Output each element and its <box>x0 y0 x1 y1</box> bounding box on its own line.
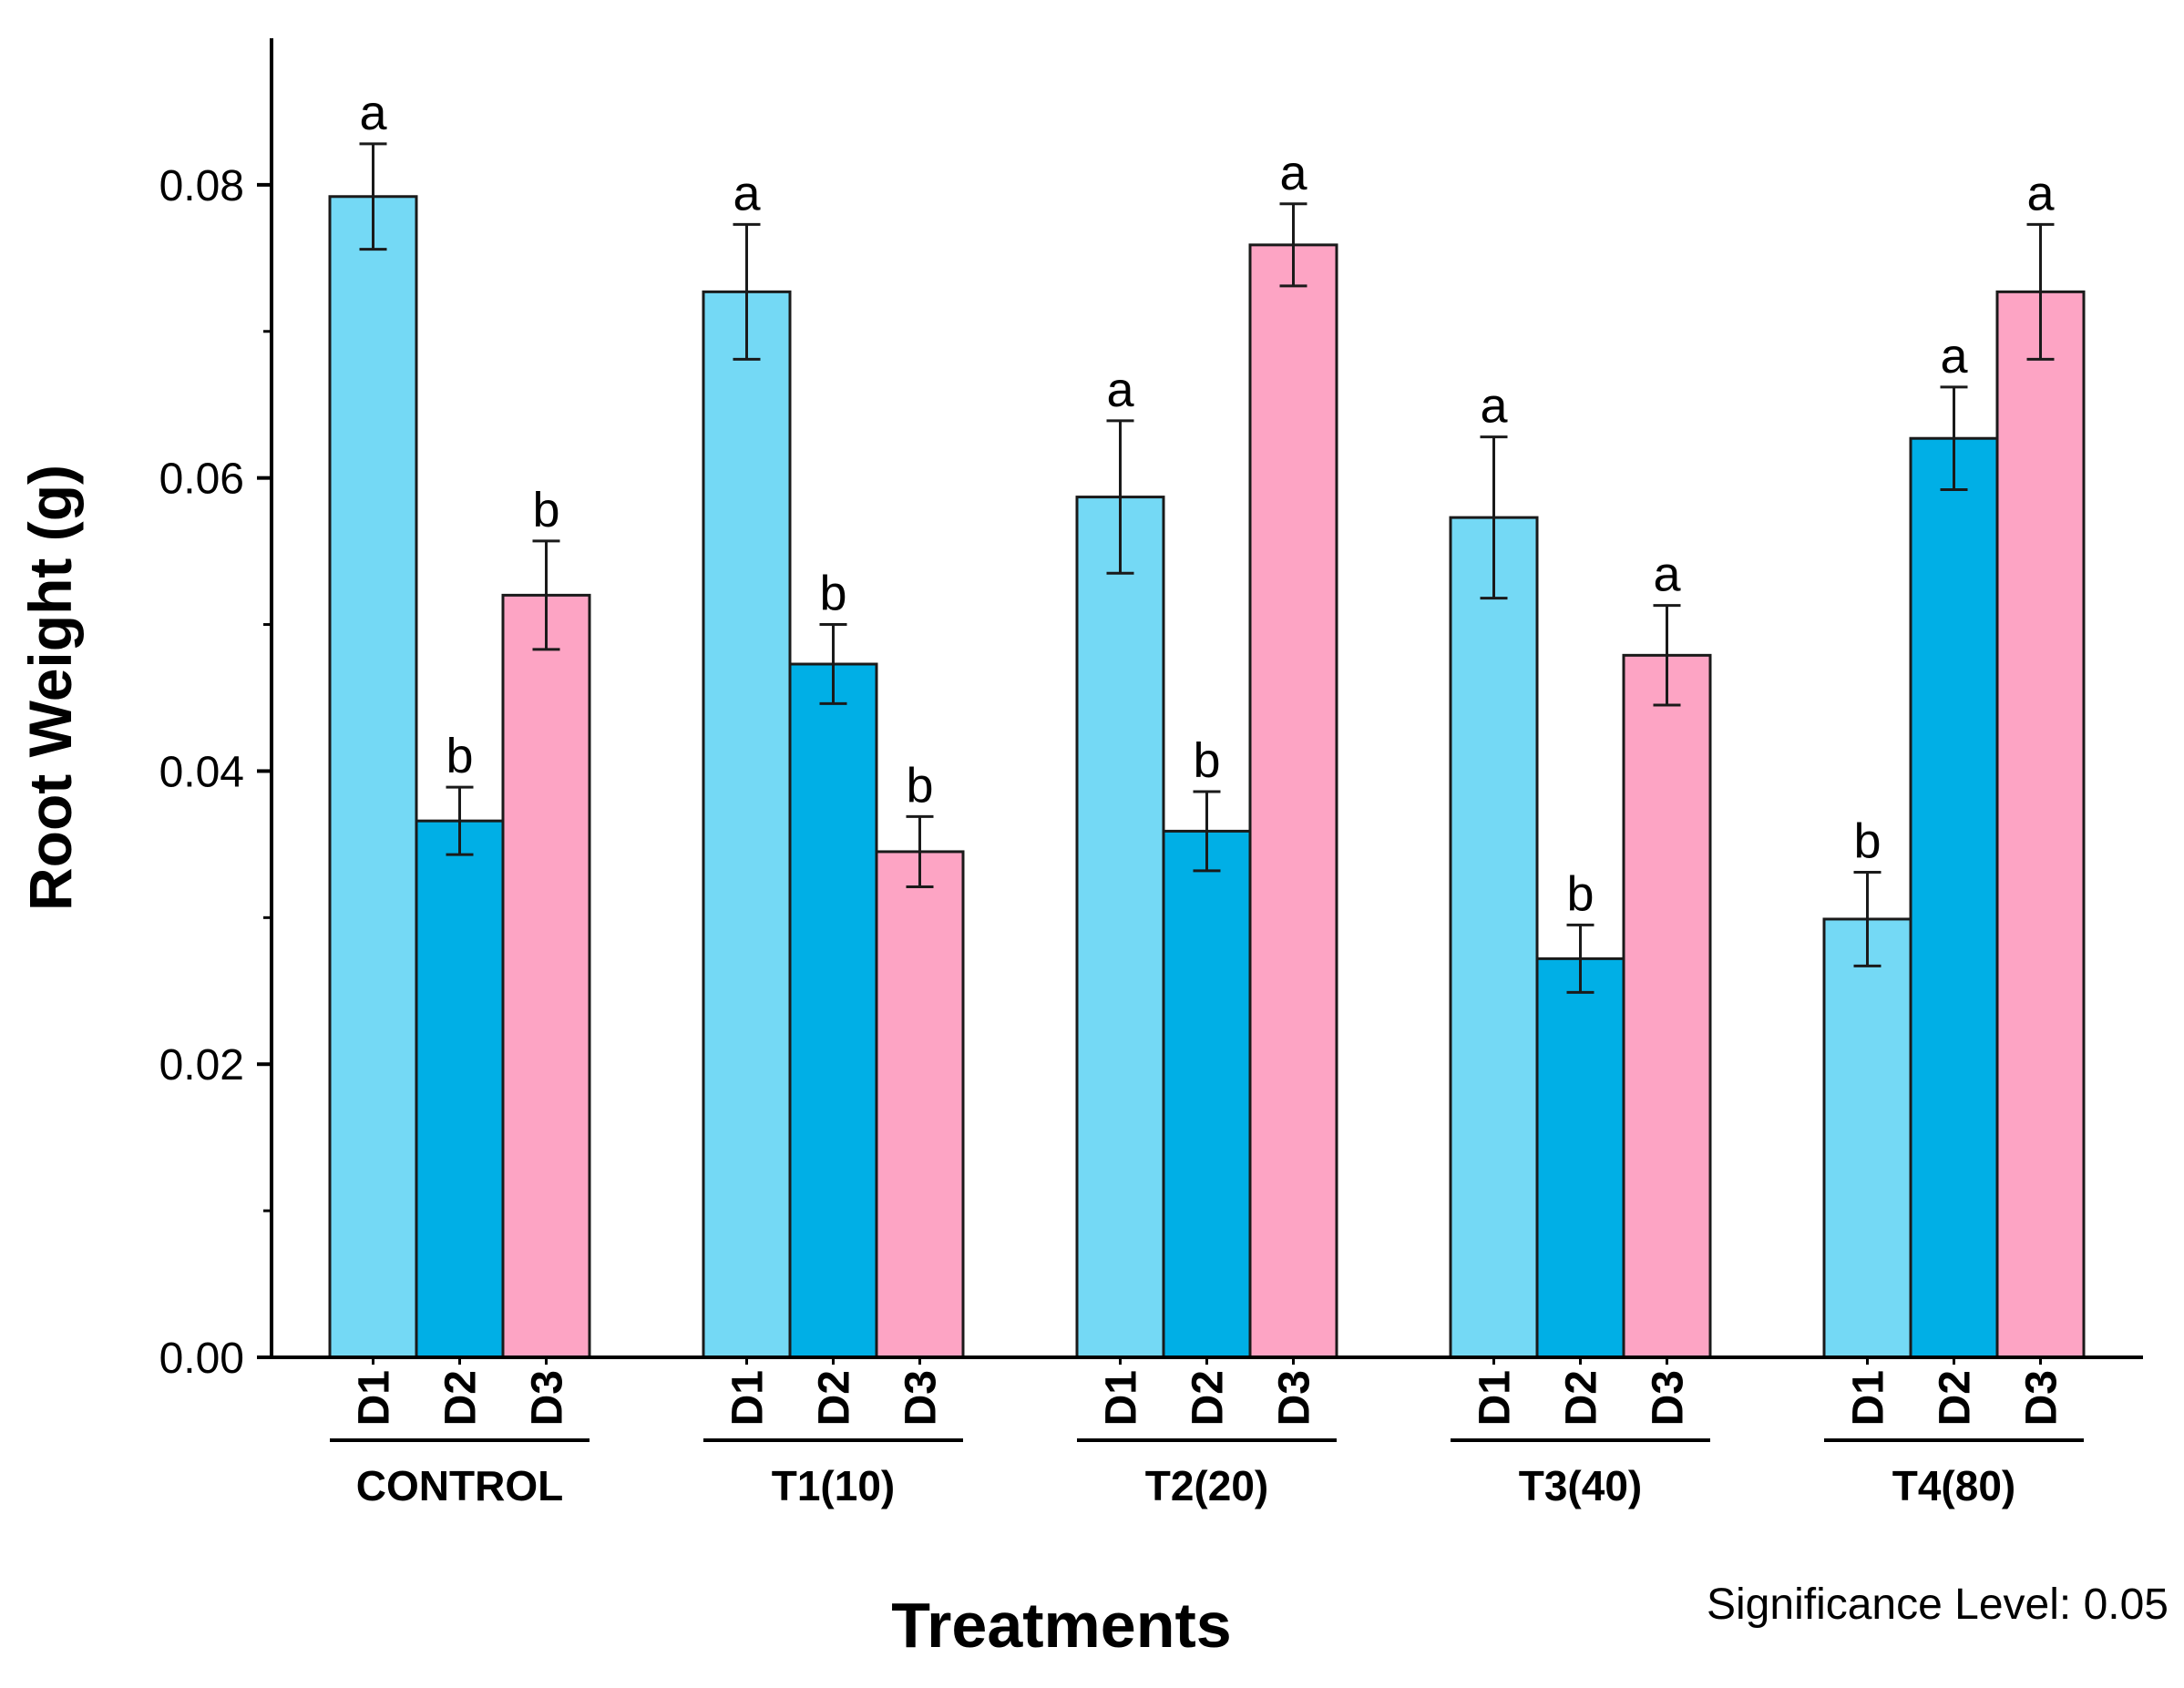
error-bar <box>359 142 387 251</box>
y-tick-label: 0.04 <box>159 748 244 796</box>
error-bar <box>906 814 934 889</box>
significance-letter: b <box>532 483 559 537</box>
significance-letter: b <box>446 729 473 783</box>
x-subcategory-label: D2 <box>811 1370 859 1426</box>
bars-layer <box>328 195 2086 1359</box>
bar-d3-4 <box>1995 290 2086 1359</box>
bar-d3-2 <box>1248 243 1338 1359</box>
error-bar <box>1940 385 1968 492</box>
x-axis-title: Treatments <box>891 1590 1231 1661</box>
y-tick-label: 0.00 <box>159 1335 244 1383</box>
error-bar <box>2026 222 2055 361</box>
x-subcategory-label: D2 <box>1558 1370 1606 1426</box>
x-subcategory-label: D1 <box>1845 1370 1893 1426</box>
bar-d3-3 <box>1622 653 1712 1359</box>
error-bar <box>819 623 847 705</box>
y-axis-title: Root Weight (g) <box>16 465 84 911</box>
error-bar <box>1480 435 1508 600</box>
significance-letter: a <box>733 166 761 220</box>
y-tick-label: 0.06 <box>159 455 244 504</box>
error-bars-layer <box>359 142 2055 994</box>
significance-letter: b <box>906 758 933 813</box>
x-subcategory-label: D1 <box>351 1370 399 1426</box>
significance-letter: a <box>1480 379 1508 434</box>
significance-letter: a <box>1106 363 1134 417</box>
significance-letter: b <box>1853 813 1881 868</box>
bar-d2-2 <box>1162 829 1252 1359</box>
significance-letter: b <box>1566 866 1594 921</box>
bar-d1-1 <box>702 290 792 1359</box>
error-bar <box>1279 202 1307 288</box>
x-subcategory-label: D1 <box>1471 1370 1520 1426</box>
bar-d3-1 <box>875 850 965 1359</box>
significance-letter: b <box>819 567 846 621</box>
x-subcategory-label: D1 <box>1098 1370 1146 1426</box>
bar-d2-4 <box>1909 436 1999 1359</box>
bar-d2-3 <box>1535 957 1625 1359</box>
error-bar <box>532 539 560 651</box>
y-ticks-layer: 0.00 0.02 0.04 0.06 0.08 <box>159 162 272 1383</box>
significance-letter: a <box>1653 547 1681 602</box>
significance-letter: a <box>1279 146 1307 200</box>
bar-d3-0 <box>501 593 591 1359</box>
y-tick-label: 0.08 <box>159 162 244 210</box>
x-subcategory-label: D3 <box>1271 1370 1319 1426</box>
error-bar <box>1566 923 1594 994</box>
error-bar <box>1853 870 1882 967</box>
x-subcategory-label: D2 <box>1932 1370 1980 1426</box>
error-bar <box>1193 790 1221 873</box>
group-label: T1(10) <box>772 1462 895 1509</box>
y-tick-label: 0.02 <box>159 1041 244 1090</box>
significance-note: Significance Level: 0.05 <box>1707 1581 2169 1629</box>
x-subcategory-label: D3 <box>1645 1370 1693 1426</box>
x-subcategory-label: D3 <box>524 1370 572 1426</box>
x-subcategory-label: D3 <box>2018 1370 2066 1426</box>
significance-letter: a <box>2026 166 2055 220</box>
bar-d1-0 <box>328 195 418 1359</box>
bar-d1-2 <box>1075 496 1165 1359</box>
group-label: T3(40) <box>1519 1462 1642 1509</box>
error-bar <box>1653 604 1681 707</box>
significance-letters-layer: a b b a b b a b a a b a b a a <box>359 86 2055 922</box>
bar-d1-3 <box>1449 516 1539 1359</box>
bar-d1-4 <box>1822 917 1912 1359</box>
bar-d2-1 <box>788 662 878 1359</box>
significance-letter: a <box>1940 329 1968 384</box>
group-label: T2(20) <box>1145 1462 1268 1509</box>
x-subcategory-label: D2 <box>437 1370 486 1426</box>
bar-d2-0 <box>415 819 505 1359</box>
x-subcategory-label: D3 <box>897 1370 946 1426</box>
error-bar <box>446 785 474 856</box>
significance-letter: a <box>359 86 387 140</box>
error-bar <box>1106 419 1134 575</box>
group-label: CONTROL <box>356 1462 563 1509</box>
x-subcategory-label: D2 <box>1184 1370 1233 1426</box>
error-bar <box>733 222 761 361</box>
significance-letter: b <box>1193 733 1220 788</box>
x-subcategory-label: D1 <box>724 1370 773 1426</box>
group-label: T4(80) <box>1892 1462 2015 1509</box>
